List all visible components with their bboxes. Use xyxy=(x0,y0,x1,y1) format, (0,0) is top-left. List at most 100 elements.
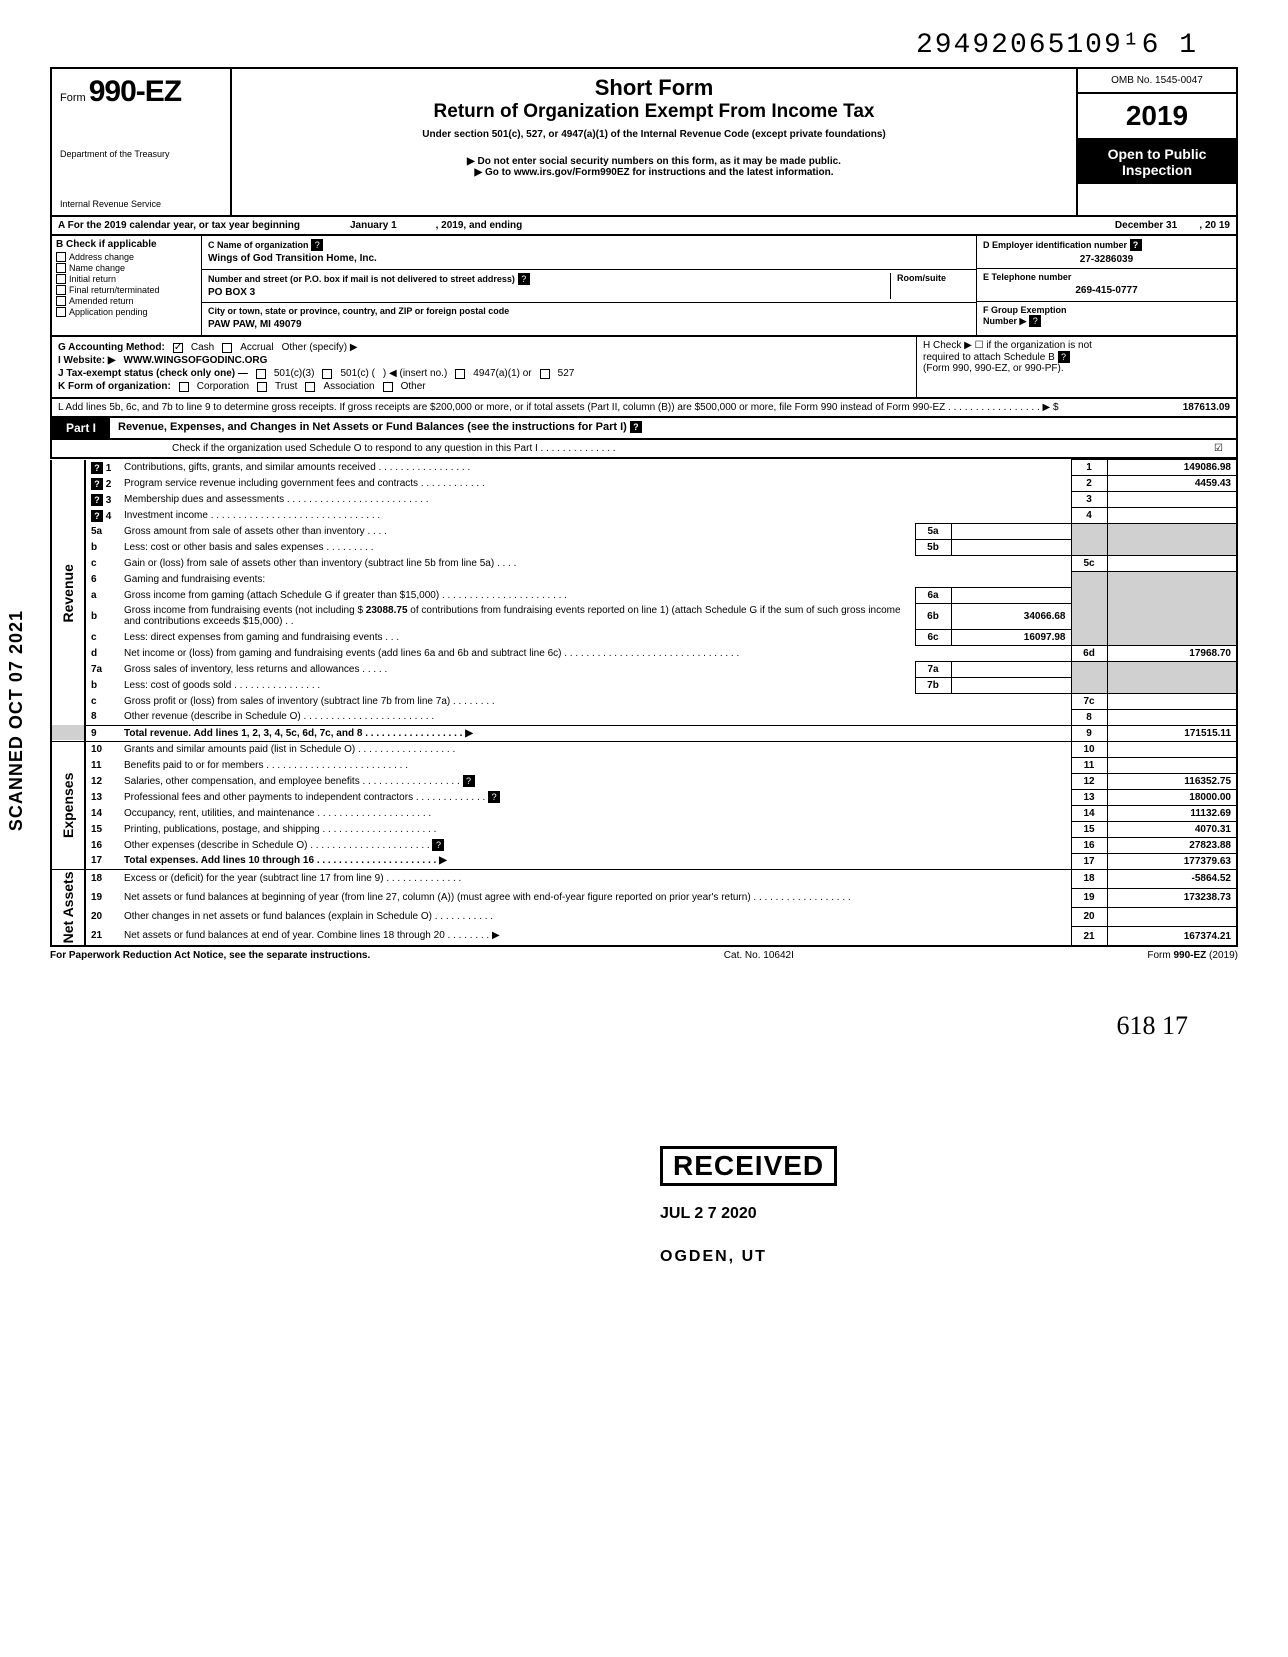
line-15-value: 4070.31 xyxy=(1107,821,1237,837)
line-21-boxnum: 21 xyxy=(1071,927,1107,947)
line-7c-desc: Gross profit or (loss) from sales of inv… xyxy=(119,693,1071,709)
grey-cell xyxy=(1071,572,1107,646)
line-20-desc: Other changes in net assets or fund bala… xyxy=(119,907,1071,926)
handwritten-signature: 618 17 xyxy=(50,1011,1238,1041)
line-3-num: 3 xyxy=(106,495,112,506)
c-name-label: C Name of organization xyxy=(208,240,309,250)
line-18-desc: Excess or (deficit) for the year (subtra… xyxy=(119,869,1071,888)
grey-cell xyxy=(51,725,85,741)
lbl-k-other: Other xyxy=(401,381,426,392)
chk-527[interactable] xyxy=(540,369,550,379)
chk-501c[interactable] xyxy=(322,369,332,379)
row-a-label: A For the 2019 calendar year, or tax yea… xyxy=(58,220,300,231)
org-name: Wings of God Transition Home, Inc. xyxy=(208,253,970,264)
line-19-num: 19 xyxy=(85,888,119,907)
lbl-final-return: Final return/terminated xyxy=(69,285,160,295)
line-5b-num: b xyxy=(85,540,119,556)
grey-cell xyxy=(1071,661,1107,693)
line-7a-num: 7a xyxy=(85,661,119,677)
form-subtitle: Under section 501(c), 527, or 4947(a)(1)… xyxy=(242,129,1066,140)
lbl-other-specify: Other (specify) ▶ xyxy=(282,342,358,353)
omb-number: OMB No. 1545-0047 xyxy=(1078,69,1236,94)
dept-treasury: Department of the Treasury xyxy=(60,149,222,159)
line-17-num: 17 xyxy=(85,853,119,869)
line-4-value xyxy=(1107,508,1237,524)
line-6b-desc-1: Gross income from fundraising events (no… xyxy=(124,605,363,616)
chk-k-other[interactable] xyxy=(383,382,393,392)
line-19-value: 173238.73 xyxy=(1107,888,1237,907)
line-12-boxnum: 12 xyxy=(1071,773,1107,789)
col-d-e-f: D Employer identification number ? 27-32… xyxy=(976,236,1236,335)
line-5a-inner-val xyxy=(951,524,1071,540)
line-6-desc: Gaming and fundraising events: xyxy=(119,572,1071,588)
line-5c-num: c xyxy=(85,556,119,572)
line-16-num: 16 xyxy=(85,837,119,853)
chk-trust[interactable] xyxy=(257,382,267,392)
line-6c-inner-num: 6c xyxy=(915,629,951,645)
header-right: OMB No. 1545-0047 2019 Open to Public In… xyxy=(1076,69,1236,215)
line-4-num: 4 xyxy=(106,511,112,522)
org-address: PO BOX 3 xyxy=(208,287,890,298)
b-header: B Check if applicable xyxy=(56,239,197,250)
side-expenses: Expenses xyxy=(51,741,85,869)
line-3-boxnum: 3 xyxy=(1071,492,1107,508)
c-addr-label: Number and street (or P.O. box if mail i… xyxy=(208,274,515,284)
chk-501c3[interactable] xyxy=(256,369,266,379)
i-website-label: I Website: ▶ xyxy=(58,355,116,366)
chk-initial-return[interactable]: Initial return xyxy=(56,274,197,284)
row-l-gross-receipts: L Add lines 5b, 6c, and 7b to line 9 to … xyxy=(50,399,1238,418)
line-16-boxnum: 16 xyxy=(1071,837,1107,853)
line-16-desc: Other expenses (describe in Schedule O) … xyxy=(119,837,1071,853)
line-7a-desc: Gross sales of inventory, less returns a… xyxy=(119,661,915,677)
line-21-value: 167374.21 xyxy=(1107,927,1237,947)
i-website-value: WWW.WINGSOFGODINC.ORG xyxy=(124,355,268,366)
dept-irs: Internal Revenue Service xyxy=(60,199,222,209)
line-8-num: 8 xyxy=(85,709,119,725)
row-a-start: January 1 xyxy=(350,220,397,231)
chk-association[interactable] xyxy=(305,382,315,392)
line-6a-inner-val xyxy=(951,587,1071,603)
chk-4947[interactable] xyxy=(455,369,465,379)
line-5a-num: 5a xyxy=(85,524,119,540)
e-phone-label: E Telephone number xyxy=(983,272,1230,282)
chk-cash[interactable] xyxy=(173,343,183,353)
help-icon: ? xyxy=(1029,315,1041,327)
line-15-boxnum: 15 xyxy=(1071,821,1107,837)
line-16-value: 27823.88 xyxy=(1107,837,1237,853)
d-ein-label: D Employer identification number ? xyxy=(983,239,1230,251)
line-6a-num: a xyxy=(85,587,119,603)
lbl-501c3: 501(c)(3) xyxy=(274,368,315,379)
chk-final-return[interactable]: Final return/terminated xyxy=(56,285,197,295)
line-17-desc: Total expenses. Add lines 10 through 16 … xyxy=(119,853,1071,869)
line-12-value: 116352.75 xyxy=(1107,773,1237,789)
line-10-boxnum: 10 xyxy=(1071,741,1107,757)
form-header: Form 990-EZ Department of the Treasury I… xyxy=(50,67,1238,217)
chk-address-change[interactable]: Address change xyxy=(56,252,197,262)
chk-accrual[interactable] xyxy=(222,343,232,353)
ogden-stamp: OGDEN, UT xyxy=(660,1248,767,1266)
line-5b-desc: Less: cost or other basis and sales expe… xyxy=(119,540,915,556)
help-icon: ? xyxy=(488,791,500,803)
chk-application-pending[interactable]: Application pending xyxy=(56,307,197,317)
j-label: J Tax-exempt status (check only one) — xyxy=(58,368,248,379)
line-8-boxnum: 8 xyxy=(1071,709,1107,725)
line-17-boxnum: 17 xyxy=(1071,853,1107,869)
open-to-public: Open to Public Inspection xyxy=(1078,140,1236,184)
line-17-value: 177379.63 xyxy=(1107,853,1237,869)
line-13-desc: Professional fees and other payments to … xyxy=(119,789,1071,805)
row-a-end: December 31 xyxy=(1115,220,1177,231)
chk-name-change[interactable]: Name change xyxy=(56,263,197,273)
line-2-desc: Program service revenue including govern… xyxy=(119,476,1071,492)
section-g-h-i-j-k: G Accounting Method: Cash Accrual Other … xyxy=(50,337,1238,399)
h-line-2: required to attach Schedule B ? xyxy=(923,351,1230,363)
chk-corporation[interactable] xyxy=(179,382,189,392)
l-amount: 187613.09 xyxy=(1090,402,1230,413)
grey-cell xyxy=(1107,524,1237,556)
line-5a-desc: Gross amount from sale of assets other t… xyxy=(119,524,915,540)
line-14-desc: Occupancy, rent, utilities, and maintena… xyxy=(119,805,1071,821)
line-18-num: 18 xyxy=(85,869,119,888)
row-a-mid: , 2019, and ending xyxy=(436,220,523,231)
g-label: G Accounting Method: xyxy=(58,342,165,353)
line-13-value: 18000.00 xyxy=(1107,789,1237,805)
chk-amended-return[interactable]: Amended return xyxy=(56,296,197,306)
